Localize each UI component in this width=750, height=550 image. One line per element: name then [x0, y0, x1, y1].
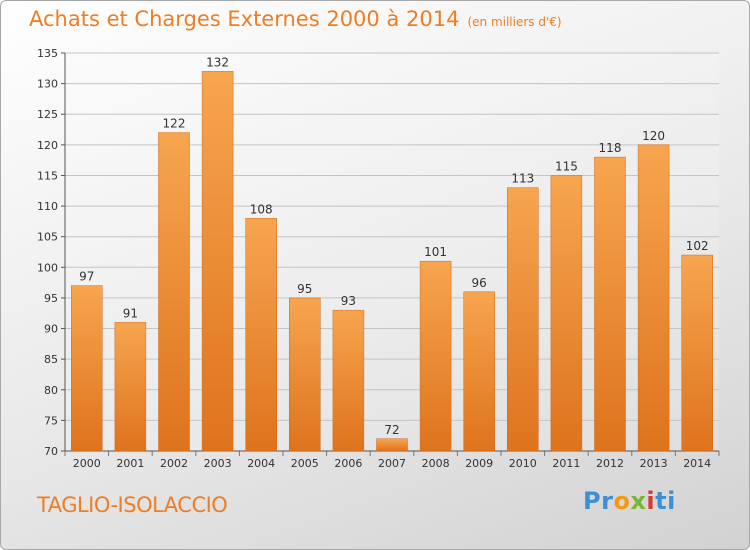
x-tick-label: 2003: [204, 457, 232, 470]
x-tick-label: 2011: [552, 457, 580, 470]
proxiti-logo: Proxiti: [583, 487, 676, 515]
y-tick-label: 100: [37, 261, 58, 274]
y-tick-label: 95: [44, 292, 58, 305]
y-tick-label: 115: [37, 169, 58, 182]
chart-title: Achats et Charges Externes 2000 à 2014 (e…: [29, 7, 562, 31]
y-tick-label: 105: [37, 231, 58, 244]
data-label-2004: 108: [250, 202, 273, 216]
logo-letter: o: [613, 487, 631, 515]
y-tick-label: 110: [37, 200, 58, 213]
x-tick-label: 2012: [596, 457, 624, 470]
y-tick-label: 70: [44, 445, 58, 458]
x-tick-label: 2010: [509, 457, 537, 470]
bar-2013: [637, 144, 670, 452]
x-tick-label: 2000: [73, 457, 101, 470]
bars: [71, 71, 713, 452]
y-tick-label: 120: [37, 139, 58, 152]
x-tick-label: 2001: [116, 457, 144, 470]
x-tick-label: 2014: [683, 457, 711, 470]
bar-2003: [201, 71, 234, 452]
data-label-2011: 115: [555, 159, 578, 173]
x-tick-label: 2009: [465, 457, 493, 470]
bar-2007: [376, 438, 408, 452]
data-label-2008: 101: [424, 245, 447, 259]
bar-2001: [114, 322, 147, 452]
y-tick-label: 125: [37, 108, 58, 121]
data-label-2010: 113: [511, 172, 534, 186]
logo-letter: i: [667, 487, 676, 515]
bar-2014: [681, 254, 713, 452]
bar-2009: [463, 291, 495, 452]
x-tick-label: 2002: [160, 457, 188, 470]
data-label-2007: 72: [384, 423, 399, 437]
bar-2004: [245, 218, 277, 452]
data-labels: 97 91 122 132 108 95 93 72 101 96 113 115 118 120 102: [79, 55, 708, 436]
logo-letter: P: [583, 487, 602, 515]
data-label-2006: 93: [341, 294, 356, 308]
logo-letter: x: [630, 487, 647, 515]
place-name: TAGLIO-ISOLACCIO: [37, 493, 228, 517]
x-tick-label: 2006: [334, 457, 362, 470]
bar-2002: [158, 132, 190, 452]
x-tick-label: 2005: [291, 457, 319, 470]
data-label-2001: 91: [123, 306, 138, 320]
bar-2008: [419, 260, 452, 452]
data-label-2009: 96: [472, 276, 487, 290]
y-tick-label: 75: [44, 414, 58, 427]
y-tick-label: 135: [37, 47, 58, 60]
title-text: Achats et Charges Externes 2000 à 2014: [29, 7, 460, 31]
logo-letter: t: [655, 487, 668, 515]
y-tick-label: 80: [44, 384, 58, 397]
data-label-2002: 122: [163, 117, 186, 131]
bar-2000: [71, 285, 103, 452]
y-tick-label: 90: [44, 323, 58, 336]
x-tick-label: 2007: [378, 457, 406, 470]
x-tick-label: 2004: [247, 457, 275, 470]
y-tick-label: 85: [44, 353, 58, 366]
bar-2006: [332, 309, 365, 452]
data-label-2012: 118: [599, 141, 622, 155]
data-label-2005: 95: [297, 282, 312, 296]
x-tick-label: 2013: [640, 457, 668, 470]
data-label-2013: 120: [642, 129, 665, 143]
bar-2005: [289, 297, 321, 452]
data-label-2003: 132: [206, 55, 229, 69]
unit-label: (en milliers d'€): [467, 15, 562, 29]
data-label-2000: 97: [79, 270, 94, 284]
bar-2010: [507, 187, 539, 452]
logo-letter: i: [646, 487, 656, 515]
y-tick-label: 130: [37, 78, 58, 91]
bar-2012: [594, 156, 626, 452]
x-tick-label: 2008: [422, 457, 450, 470]
data-label-2014: 102: [686, 239, 709, 253]
bar-2011: [550, 175, 583, 452]
logo-letter: r: [601, 487, 614, 515]
